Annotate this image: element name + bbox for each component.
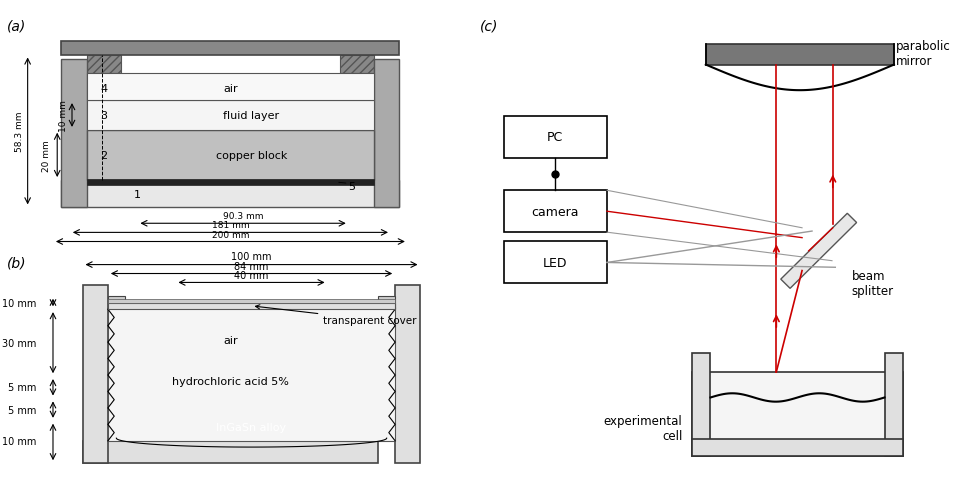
Bar [340,56,374,74]
Bar [61,181,399,208]
Bar [108,300,396,303]
Bar [108,307,396,441]
Text: 10 mm: 10 mm [2,298,36,308]
Bar [503,117,607,158]
Text: 30 mm: 30 mm [2,338,36,348]
Text: (b): (b) [7,256,26,270]
Text: 58.3 mm: 58.3 mm [14,111,24,152]
Text: 2: 2 [100,151,108,161]
Bar [378,296,396,310]
Text: (a): (a) [7,19,26,33]
Text: 100 mm: 100 mm [231,252,272,262]
Bar [706,45,894,65]
Text: 3: 3 [100,111,108,121]
Bar [691,439,903,456]
Text: PC: PC [547,131,564,144]
Text: 200 mm: 200 mm [211,230,250,239]
Text: 5: 5 [348,182,355,191]
Text: fluid layer: fluid layer [224,111,279,121]
Bar [374,60,399,208]
Text: camera: camera [532,205,579,218]
Text: 4: 4 [100,83,108,93]
Text: 5 mm: 5 mm [8,405,36,415]
Polygon shape [780,214,856,289]
Text: 5 mm: 5 mm [8,382,36,393]
Text: (c): (c) [480,19,498,33]
Text: 20 mm: 20 mm [42,140,51,171]
Bar [86,131,374,181]
Bar [396,285,420,463]
Bar [884,353,903,456]
Bar [86,101,133,131]
Text: air: air [223,83,238,93]
Text: 181 mm: 181 mm [211,221,250,229]
Bar [83,441,378,463]
Text: hydrochloric acid 5%: hydrochloric acid 5% [172,376,289,386]
Bar [691,353,710,456]
FancyBboxPatch shape [137,412,366,443]
Bar [503,191,607,233]
Bar [61,42,399,56]
Text: 40 mm: 40 mm [234,270,269,280]
Bar [503,242,607,284]
Bar [327,101,374,131]
Bar [108,296,125,310]
Bar [108,303,396,310]
Text: 10 mm: 10 mm [2,436,36,446]
Bar [86,180,374,185]
Text: 90.3 mm: 90.3 mm [223,212,263,220]
Text: air: air [223,336,238,346]
Text: 10 mm: 10 mm [60,100,68,132]
Text: beam
splitter: beam splitter [852,270,894,298]
Text: experimental
cell: experimental cell [604,414,683,442]
Bar [83,285,108,463]
Bar [61,60,86,208]
Bar [691,372,903,456]
Text: copper block: copper block [216,151,287,161]
Bar [86,101,374,131]
Text: transparent cover: transparent cover [255,305,417,325]
Text: 84 mm: 84 mm [234,261,269,271]
Bar [86,74,374,101]
Bar [86,56,121,74]
Text: 1: 1 [134,189,141,199]
Text: InGaSn alloy: InGaSn alloy [216,423,287,433]
Text: LED: LED [543,257,567,270]
Text: parabolic
mirror: parabolic mirror [897,40,951,68]
